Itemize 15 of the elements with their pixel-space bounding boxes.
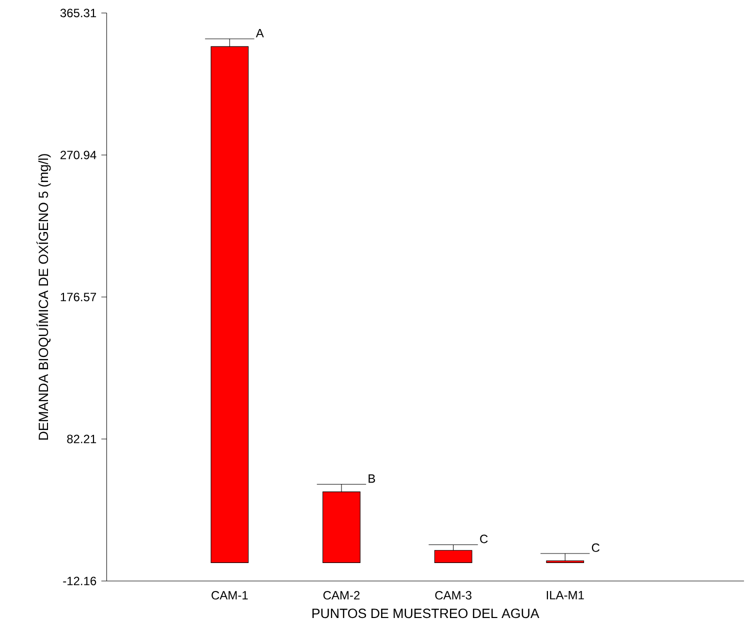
y-tick-label: 176.57 [60,292,96,302]
x-tick-label: ILA-M1 [546,591,584,600]
y-tick-label: -12.16 [63,576,96,586]
annotation: A [256,29,264,38]
x-tick-label: CAM-3 [435,591,472,600]
annotation: C [480,534,488,544]
annotation: B [368,474,376,483]
x-tick-label: CAM-1 [212,591,248,600]
x-tick-label: CAM-2 [323,591,360,600]
y-tick-label: 82.21 [67,434,96,444]
y-axis-title: DEMANDA BIOQUÍMICA DE OXÍGENO 5 (mg/l) [36,154,51,440]
y-tick-label: 365.31 [60,8,96,18]
y-tick-label: 270.94 [60,150,96,160]
x-axis-title: PUNTOS DE MUESTREO DEL AGUA [312,608,540,618]
annotation: C [592,543,600,552]
